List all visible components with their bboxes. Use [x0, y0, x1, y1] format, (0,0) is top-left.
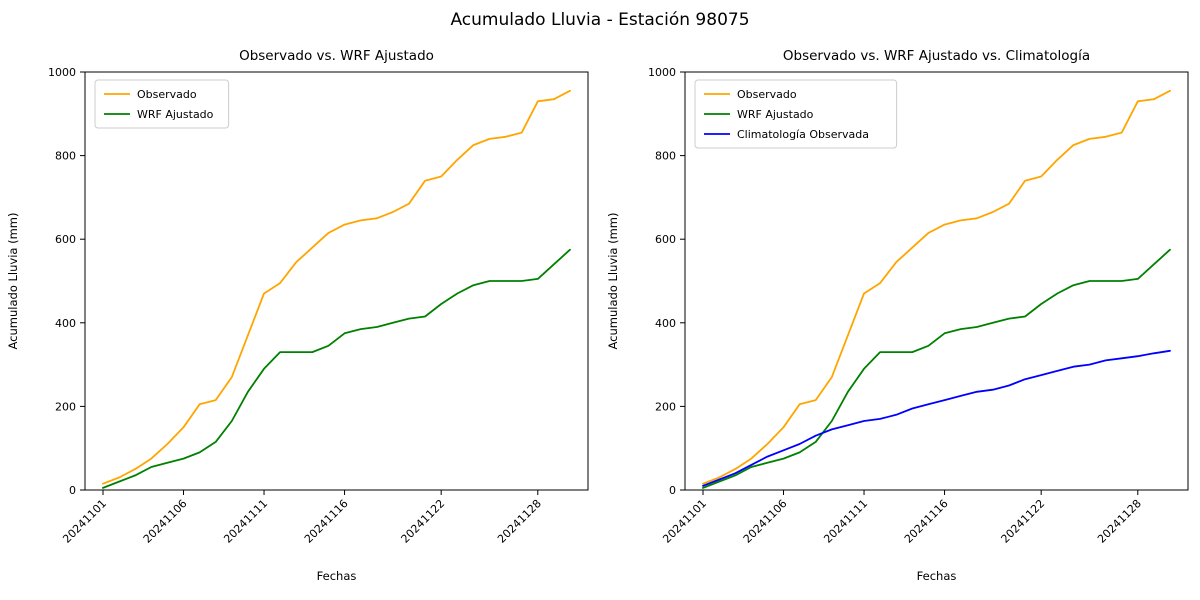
chart-title: Observado vs. WRF Ajustado [239, 48, 434, 64]
y-tick-label: 600 [655, 233, 676, 246]
y-tick-label: 0 [69, 484, 76, 497]
legend-label-observado: Observado [737, 88, 797, 101]
x-tick-label: 20241116 [902, 497, 951, 546]
y-tick-label: 200 [655, 400, 676, 413]
x-tick-label: 20241111 [821, 497, 870, 546]
subplot-row: 0 200 400 600 800 1000 20241101 20241106 2024111… [0, 40, 1200, 600]
x-axis-label: Fechas [317, 569, 357, 583]
axes-frame [684, 71, 1189, 491]
y-tick-label: 600 [55, 233, 76, 246]
x-tick-label: 20241122 [999, 497, 1048, 546]
legend-box [694, 79, 898, 149]
series-line-wrf-ajustado [702, 248, 1171, 489]
y-tick-label: 400 [55, 317, 76, 330]
x-tick-label: 20241122 [399, 497, 448, 546]
legend-label-climatolog-a-observada: Climatología Observada [737, 128, 869, 141]
x-tick-label: 20241106 [741, 497, 790, 546]
y-tick-label: 800 [55, 150, 76, 163]
figure-title: Acumulado Lluvia - Estación 98075 [450, 10, 750, 30]
axes-frame [84, 71, 589, 491]
subplot-left: 0 200 400 600 800 1000 20241101 20241106 2024111… [0, 40, 600, 600]
x-tick-label: 20241128 [1095, 497, 1144, 546]
x-axis-label: Fechas [917, 569, 957, 583]
x-tick-label: 20241101 [60, 497, 109, 546]
x-tick-label: 20241128 [495, 497, 544, 546]
series-line-climatolog-a-observada [702, 349, 1171, 487]
y-tick-label: 0 [669, 484, 676, 497]
series-line-wrf-ajustado [102, 248, 571, 489]
legend-label-wrf-ajustado: WRF Ajustado [137, 108, 214, 121]
x-tick-label: 20241101 [660, 497, 709, 546]
legend-box [94, 79, 230, 129]
chart-title: Observado vs. WRF Ajustado vs. Climatolo… [783, 48, 1090, 64]
legend-label-wrf-ajustado: WRF Ajustado [737, 108, 814, 121]
y-axis-label: Acumulado Lluvia (mm) [6, 213, 20, 350]
legend-label-observado: Observado [137, 88, 197, 101]
chart-canvas-right: 0 200 400 600 800 1000 20241101 20241106 2024111… [606, 48, 1189, 583]
y-tick-label: 800 [655, 150, 676, 163]
x-tick-label: 20241111 [221, 497, 270, 546]
chart-canvas-left: 0 200 400 600 800 1000 20241101 20241106 2024111… [6, 48, 589, 583]
series-line-observado [102, 89, 571, 485]
y-tick-label: 200 [55, 400, 76, 413]
y-tick-label: 1000 [648, 66, 676, 79]
y-axis-label: Acumulado Lluvia (mm) [606, 213, 620, 350]
x-tick-label: 20241116 [302, 497, 351, 546]
y-tick-label: 1000 [48, 66, 76, 79]
y-tick-label: 400 [655, 317, 676, 330]
x-tick-label: 20241106 [141, 497, 190, 546]
series-line-observado [702, 89, 1171, 485]
subplot-right: 0 200 400 600 800 1000 20241101 20241106 2024111… [600, 40, 1200, 600]
